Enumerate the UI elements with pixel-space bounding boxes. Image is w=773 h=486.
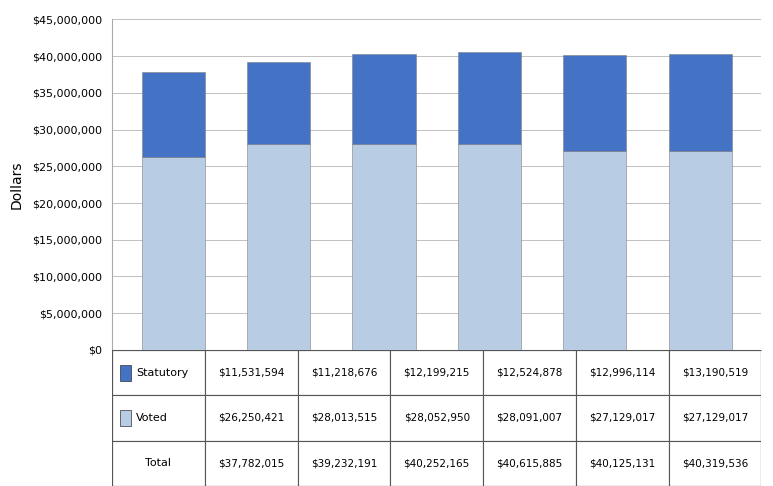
Text: $39,232,191: $39,232,191 [311,458,377,469]
Text: $27,129,017: $27,129,017 [682,413,748,423]
Bar [669,54,732,151]
Bar [564,151,626,350]
Bar [352,54,416,144]
Bar [247,144,310,350]
Text: Total: Total [145,458,172,469]
Bar [141,72,205,157]
Bar [298,395,390,441]
Bar [483,441,576,486]
Bar [390,441,483,486]
Text: $27,129,017: $27,129,017 [589,413,656,423]
Text: $28,013,515: $28,013,515 [311,413,377,423]
Text: Statutory: Statutory [136,367,189,378]
Bar [120,410,131,426]
Bar [458,144,521,350]
Text: $40,252,165: $40,252,165 [404,458,470,469]
Bar [352,144,416,350]
Bar [669,151,732,350]
Bar [120,364,131,381]
Text: $12,524,878: $12,524,878 [496,367,563,378]
Text: $40,615,885: $40,615,885 [496,458,563,469]
Bar [576,350,669,395]
Text: $11,531,594: $11,531,594 [218,367,284,378]
Text: $40,125,131: $40,125,131 [589,458,656,469]
Bar [458,52,521,144]
Text: $40,319,536: $40,319,536 [682,458,748,469]
Text: Voted: Voted [136,413,168,423]
Bar [298,350,390,395]
Bar [483,395,576,441]
Bar [112,395,205,441]
Text: $28,091,007: $28,091,007 [496,413,563,423]
Bar [483,350,576,395]
Bar [669,350,761,395]
Bar [298,441,390,486]
Bar [205,441,298,486]
Bar [669,395,761,441]
Bar [576,441,669,486]
Bar [205,350,298,395]
Text: $13,190,519: $13,190,519 [682,367,748,378]
Bar [576,395,669,441]
Text: $28,052,950: $28,052,950 [404,413,470,423]
Bar [564,55,626,151]
Bar [205,395,298,441]
Bar [247,62,310,144]
Bar [390,395,483,441]
Text: $12,996,114: $12,996,114 [589,367,656,378]
Text: $11,218,676: $11,218,676 [311,367,377,378]
Text: $12,199,215: $12,199,215 [404,367,470,378]
Bar [669,441,761,486]
Bar [390,350,483,395]
Bar [112,441,205,486]
Bar [141,157,205,350]
Text: $37,782,015: $37,782,015 [218,458,284,469]
Bar [112,350,205,395]
Text: $26,250,421: $26,250,421 [218,413,284,423]
Y-axis label: Dollars: Dollars [10,160,24,209]
